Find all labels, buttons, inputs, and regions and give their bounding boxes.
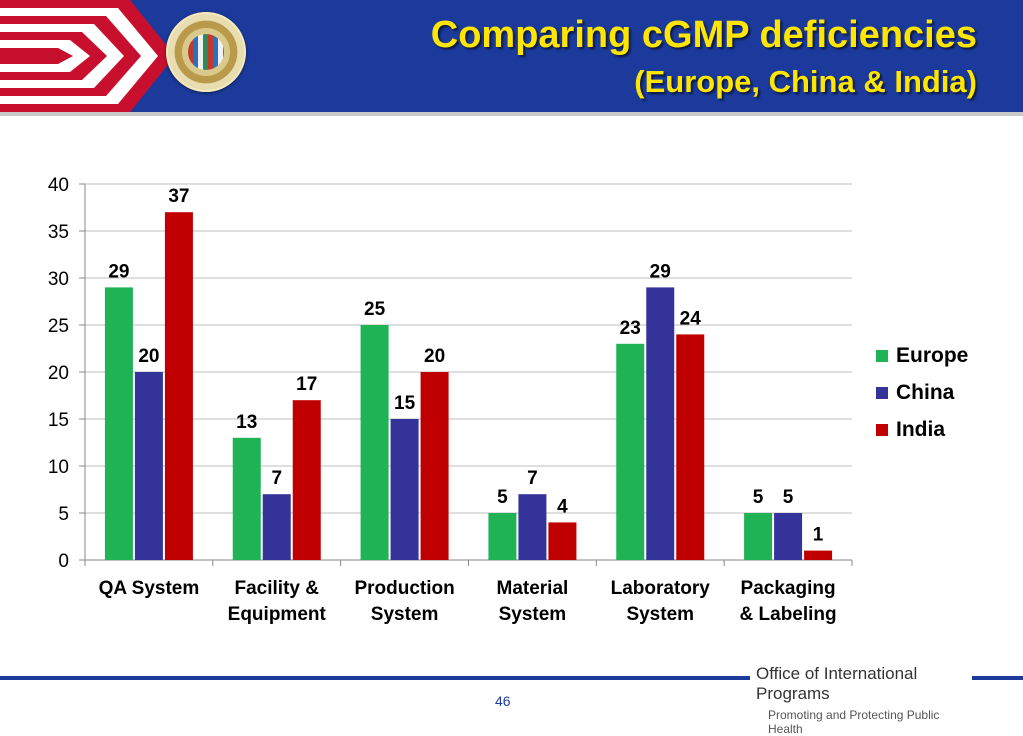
y-tick-label: 20 bbox=[48, 363, 69, 384]
y-tick-label: 10 bbox=[48, 457, 69, 478]
data-label: 20 bbox=[424, 346, 445, 367]
data-label: 29 bbox=[108, 261, 129, 282]
bar-china bbox=[134, 372, 163, 560]
data-label: 17 bbox=[296, 374, 317, 395]
slide-title: Comparing cGMP deficiencies bbox=[430, 14, 977, 56]
slide-subtitle: (Europe, China & India) bbox=[634, 64, 977, 99]
legend-swatch-europe bbox=[876, 350, 888, 362]
bar-india bbox=[420, 372, 449, 560]
bar-china bbox=[646, 287, 675, 560]
legend-swatch-china bbox=[876, 387, 888, 399]
x-category-label: System bbox=[499, 604, 567, 625]
x-category-label: Equipment bbox=[228, 604, 327, 625]
bar-europe bbox=[232, 437, 261, 560]
bar-europe bbox=[360, 325, 389, 560]
data-label: 29 bbox=[650, 261, 671, 282]
bar-india bbox=[804, 550, 833, 560]
x-category-label: Laboratory bbox=[611, 578, 711, 599]
data-label: 7 bbox=[271, 468, 282, 489]
page-number: 46 bbox=[495, 693, 511, 709]
data-label: 23 bbox=[620, 318, 641, 339]
bar-europe bbox=[744, 513, 773, 560]
data-label: 37 bbox=[168, 186, 189, 207]
legend-swatch-india bbox=[876, 424, 888, 436]
bar-china bbox=[390, 419, 419, 560]
bar-china bbox=[262, 494, 291, 560]
x-category-label: Production bbox=[354, 578, 454, 599]
stripes-decoration bbox=[0, 0, 175, 112]
data-label: 20 bbox=[138, 346, 159, 367]
bar-europe bbox=[616, 343, 645, 560]
x-category-label: System bbox=[371, 604, 439, 625]
data-label: 5 bbox=[783, 487, 794, 508]
y-tick-label: 25 bbox=[48, 316, 69, 337]
x-category-label: Material bbox=[497, 578, 569, 599]
bar-india bbox=[548, 522, 577, 560]
data-label: 24 bbox=[680, 308, 702, 329]
data-label: 15 bbox=[394, 393, 416, 414]
y-tick-label: 5 bbox=[58, 504, 69, 525]
bar-india bbox=[676, 334, 705, 560]
data-label: 1 bbox=[813, 525, 824, 546]
data-label: 13 bbox=[236, 412, 257, 433]
bar-europe bbox=[488, 513, 517, 560]
y-tick-label: 35 bbox=[48, 222, 69, 243]
y-tick-label: 40 bbox=[48, 175, 69, 196]
x-category-label: Packaging bbox=[741, 578, 836, 599]
bar-china bbox=[774, 513, 803, 560]
footer-logo: Office of International Programs Promoti… bbox=[750, 664, 972, 736]
footer-tagline: Promoting and Protecting Public Health bbox=[768, 708, 940, 736]
data-label: 7 bbox=[527, 468, 538, 489]
data-label: 4 bbox=[557, 496, 568, 517]
header-divider bbox=[0, 112, 1023, 116]
slide-header: Comparing cGMP deficiencies (Europe, Chi… bbox=[0, 0, 1023, 112]
y-tick-label: 30 bbox=[48, 269, 69, 290]
x-category-label: QA System bbox=[99, 578, 200, 599]
y-tick-label: 15 bbox=[48, 410, 69, 431]
bar-china bbox=[518, 494, 547, 560]
x-category-label: System bbox=[626, 604, 694, 625]
data-label: 5 bbox=[497, 487, 508, 508]
bar-india bbox=[292, 400, 321, 560]
bar-india bbox=[164, 212, 193, 560]
x-category-label: & Labeling bbox=[740, 604, 837, 625]
data-label: 5 bbox=[753, 487, 764, 508]
footer-divider bbox=[0, 676, 1023, 680]
bar-europe bbox=[104, 287, 133, 560]
y-tick-label: 0 bbox=[58, 551, 69, 572]
legend-label-india: India bbox=[896, 418, 945, 441]
footer-org-name: Office of International Programs bbox=[756, 664, 918, 703]
fda-seal-logo bbox=[166, 12, 246, 92]
data-label: 25 bbox=[364, 299, 386, 320]
legend-label-europe: Europe bbox=[896, 344, 968, 367]
x-category-label: Facility & bbox=[235, 578, 320, 599]
legend-label-china: China bbox=[896, 381, 955, 404]
